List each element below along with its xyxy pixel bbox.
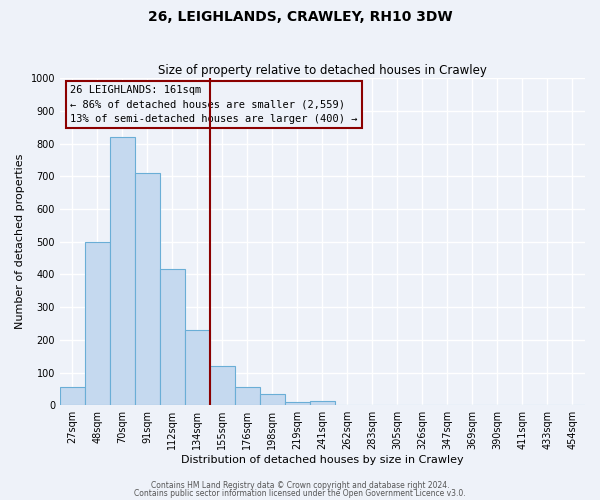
Bar: [310, 401, 335, 405]
Bar: [260, 394, 285, 405]
Bar: [210, 366, 235, 405]
Bar: [110, 137, 135, 405]
Bar: [235, 386, 260, 405]
Bar: [185, 330, 210, 405]
Bar: [135, 173, 160, 405]
X-axis label: Distribution of detached houses by size in Crawley: Distribution of detached houses by size …: [181, 455, 464, 465]
Bar: [60, 387, 85, 405]
Text: 26 LEIGHLANDS: 161sqm
← 86% of detached houses are smaller (2,559)
13% of semi-d: 26 LEIGHLANDS: 161sqm ← 86% of detached …: [70, 84, 358, 124]
Y-axis label: Number of detached properties: Number of detached properties: [15, 154, 25, 330]
Text: Contains HM Land Registry data © Crown copyright and database right 2024.: Contains HM Land Registry data © Crown c…: [151, 481, 449, 490]
Text: 26, LEIGHLANDS, CRAWLEY, RH10 3DW: 26, LEIGHLANDS, CRAWLEY, RH10 3DW: [148, 10, 452, 24]
Bar: [160, 270, 185, 405]
Bar: [285, 402, 310, 405]
Text: Contains public sector information licensed under the Open Government Licence v3: Contains public sector information licen…: [134, 488, 466, 498]
Title: Size of property relative to detached houses in Crawley: Size of property relative to detached ho…: [158, 64, 487, 77]
Bar: [85, 242, 110, 405]
